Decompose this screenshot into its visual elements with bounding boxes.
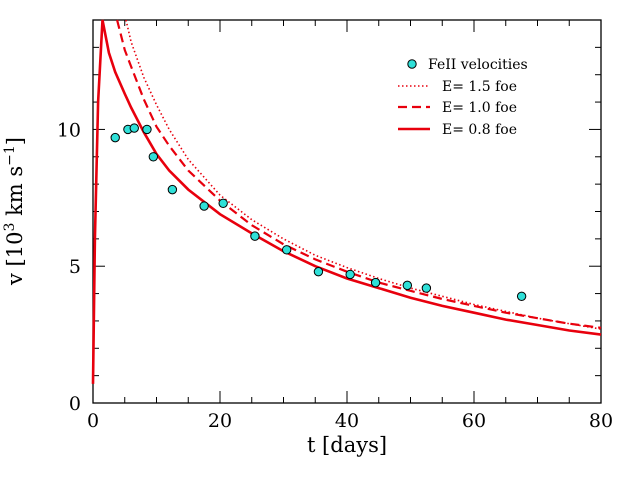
x-tick-label: 0: [87, 410, 99, 432]
data-point: [148, 152, 159, 162]
legend: FeII velocities E= 1.5 foe E= 1.0 foe E= 0.…: [398, 57, 528, 138]
legend-label: E= 1.0 foe: [442, 100, 517, 116]
plot-frame: [92, 19, 602, 404]
x-tick-label: 60: [462, 410, 486, 432]
legend-label: E= 0.8 foe: [442, 122, 517, 138]
y-label-exp: 3: [2, 223, 18, 232]
x-axis-label: t [days]: [307, 433, 387, 457]
data-point: [402, 280, 413, 291]
data-point: [281, 245, 292, 255]
data-point: [421, 283, 432, 293]
data-point: [218, 198, 228, 208]
data-point: [370, 277, 381, 288]
y-label-unit: km s: [3, 166, 27, 223]
series-line-dashed: [116, 19, 602, 329]
data-point: [313, 266, 324, 277]
data-point: [199, 201, 209, 211]
data-point: [129, 123, 139, 133]
data-points: [110, 123, 527, 302]
tick-labels: 0 20 40 60 80 0 5 10: [57, 119, 613, 432]
y-axis-label: v [103 km s−1]: [2, 137, 27, 286]
y-label-close: ]: [3, 137, 27, 145]
data-point: [167, 184, 178, 195]
x-tick-label: 80: [589, 410, 613, 432]
series-line-dotted: [125, 19, 602, 330]
legend-label: FeII velocities: [428, 57, 528, 73]
data-point: [110, 132, 120, 143]
data-point: [345, 269, 355, 280]
series-lines: [91, 19, 602, 384]
y-tick-label: 10: [57, 119, 81, 141]
data-point: [516, 291, 527, 302]
x-tick-label: 20: [208, 410, 232, 432]
y-tick-label: 0: [69, 393, 81, 415]
y-label-unit-exp: −1: [2, 145, 18, 166]
x-tick-label: 40: [335, 410, 359, 432]
axis-ticks: [92, 19, 602, 404]
series-line-solid: [91, 19, 602, 384]
data-point: [250, 231, 260, 241]
y-label-part: v [10: [3, 232, 27, 286]
legend-label: E= 1.5 foe: [442, 79, 517, 95]
y-tick-label: 5: [69, 256, 81, 278]
legend-marker: [407, 59, 417, 69]
data-point: [142, 124, 152, 135]
